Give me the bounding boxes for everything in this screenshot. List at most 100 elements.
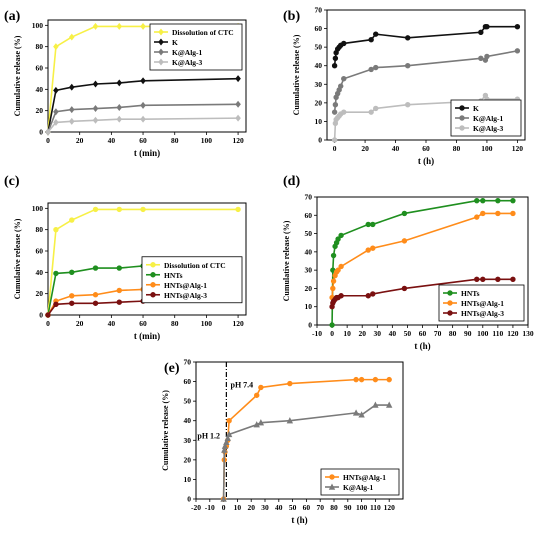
legend-entry: K bbox=[473, 104, 479, 113]
data-point bbox=[372, 401, 379, 408]
x-axis-title: t (h) bbox=[291, 515, 307, 525]
legend-entry: HNTs bbox=[164, 271, 183, 280]
y-tick-label: 100 bbox=[32, 204, 44, 213]
data-point bbox=[335, 236, 341, 242]
x-tick-label: 40 bbox=[275, 503, 283, 512]
x-tick-label: 80 bbox=[449, 329, 457, 338]
y-tick-label: 0 bbox=[308, 321, 312, 330]
legend-entry: HNTs bbox=[461, 289, 480, 298]
x-tick-label: 100 bbox=[356, 503, 368, 512]
x-tick-label: 50 bbox=[404, 329, 412, 338]
panel-label: (e) bbox=[164, 361, 180, 376]
series-k bbox=[331, 24, 521, 69]
x-tick-label: 80 bbox=[171, 136, 179, 145]
legend-entry: HNTs@Alg-3 bbox=[461, 309, 504, 318]
data-point bbox=[341, 76, 347, 82]
data-point bbox=[220, 495, 227, 502]
legend-entry: K@Alg-1 bbox=[172, 48, 203, 57]
data-point bbox=[116, 206, 122, 213]
data-point bbox=[69, 300, 75, 306]
data-point bbox=[224, 434, 231, 442]
legend-entry: HNTs@Alg-1 bbox=[343, 473, 386, 482]
data-point bbox=[331, 109, 338, 115]
annotation-ph-low: pH 1.2 bbox=[197, 431, 220, 440]
annotation-ph-high: pH 7.4 bbox=[231, 380, 254, 389]
data-point bbox=[332, 55, 339, 61]
data-point bbox=[368, 37, 374, 43]
x-tick-label: 10 bbox=[234, 503, 242, 512]
y-axis-title: Cumulative release (%) bbox=[13, 218, 22, 299]
data-point bbox=[335, 267, 341, 273]
x-tick-label: 60 bbox=[139, 136, 147, 145]
legend-entry: Dissolution of CTC bbox=[164, 261, 226, 270]
x-axis-title: t (min) bbox=[134, 148, 160, 158]
data-point bbox=[370, 245, 376, 251]
chart-panel-c: 0 20 40 60 80 100 120 0 20 40 60 80 100 t (min) Cumula… bbox=[4, 174, 247, 341]
series-k bbox=[45, 75, 241, 136]
data-point bbox=[331, 63, 338, 69]
data-point bbox=[330, 278, 337, 284]
y-tick-label: 10 bbox=[315, 117, 323, 126]
data-point bbox=[510, 276, 516, 282]
data-point bbox=[353, 376, 359, 383]
data-point bbox=[401, 210, 408, 217]
data-point bbox=[401, 285, 408, 292]
data-point bbox=[338, 83, 344, 89]
y-tick-label: 40 bbox=[305, 247, 313, 256]
data-point bbox=[495, 210, 501, 217]
legend-swatch-marker bbox=[447, 290, 453, 296]
legend-swatch-marker bbox=[328, 483, 336, 490]
legend-swatch-marker bbox=[447, 300, 453, 306]
y-tick-label: 20 bbox=[36, 289, 44, 298]
x-tick-label: 100 bbox=[201, 319, 213, 328]
data-point bbox=[68, 33, 75, 41]
legend: Dissolution of CTCHNTsHNTs@Alg-1HNTs@Alg… bbox=[141, 256, 243, 304]
x-tick-label: 0 bbox=[46, 136, 50, 145]
data-point bbox=[484, 24, 490, 30]
data-point bbox=[495, 197, 501, 204]
x-tick-label: 70 bbox=[316, 503, 324, 512]
x-axis-title: t (min) bbox=[134, 331, 160, 341]
data-point bbox=[373, 105, 379, 112]
x-tick-label: 80 bbox=[330, 503, 338, 512]
data-point bbox=[225, 430, 233, 438]
data-point bbox=[92, 265, 99, 271]
x-tick-label: 90 bbox=[464, 329, 472, 338]
chart-panel-a: 0 20 40 60 80 100 120 0 20 40 60 80 100 t (min) Cumula… bbox=[4, 9, 247, 158]
data-point bbox=[68, 106, 75, 114]
chart-panel-d: -10 0 10 20 30 40 50 60 70 80 90 100 110 120 130010203… bbox=[282, 174, 534, 351]
y-tick-label: 50 bbox=[315, 43, 323, 52]
series-k-alg-3 bbox=[45, 114, 241, 136]
x-tick-label: 40 bbox=[392, 144, 400, 153]
y-tick-label: 80 bbox=[36, 225, 44, 234]
data-point bbox=[474, 197, 480, 204]
y-tick-label: 60 bbox=[36, 247, 44, 256]
x-tick-label: 110 bbox=[370, 503, 381, 512]
data-point bbox=[68, 83, 75, 91]
series-dissolution-of-ctc bbox=[45, 206, 241, 318]
x-tick-label: 100 bbox=[477, 329, 489, 338]
data-point bbox=[474, 276, 480, 282]
x-tick-label: 100 bbox=[481, 144, 493, 153]
legend-swatch-marker bbox=[447, 310, 453, 316]
x-tick-label: 70 bbox=[434, 329, 442, 338]
y-axis-title: Cumulative release (%) bbox=[292, 34, 301, 115]
legend-entry: K@Alg-1 bbox=[343, 483, 374, 492]
legend-entry: K@Alg-3 bbox=[473, 124, 504, 133]
x-tick-label: 120 bbox=[232, 319, 244, 328]
data-point bbox=[235, 206, 241, 213]
data-point bbox=[370, 291, 376, 297]
data-point bbox=[474, 214, 480, 220]
data-point bbox=[116, 22, 123, 30]
series-hnts-alg-1 bbox=[329, 210, 516, 301]
legend-swatch-marker bbox=[459, 125, 465, 131]
data-point bbox=[330, 252, 337, 259]
legend-entry: K@Alg-3 bbox=[172, 58, 203, 67]
data-point bbox=[286, 417, 294, 424]
y-tick-label: 40 bbox=[315, 61, 323, 70]
y-tick-label: 50 bbox=[184, 397, 192, 406]
legend-swatch-marker bbox=[150, 282, 156, 288]
data-point bbox=[69, 217, 75, 223]
